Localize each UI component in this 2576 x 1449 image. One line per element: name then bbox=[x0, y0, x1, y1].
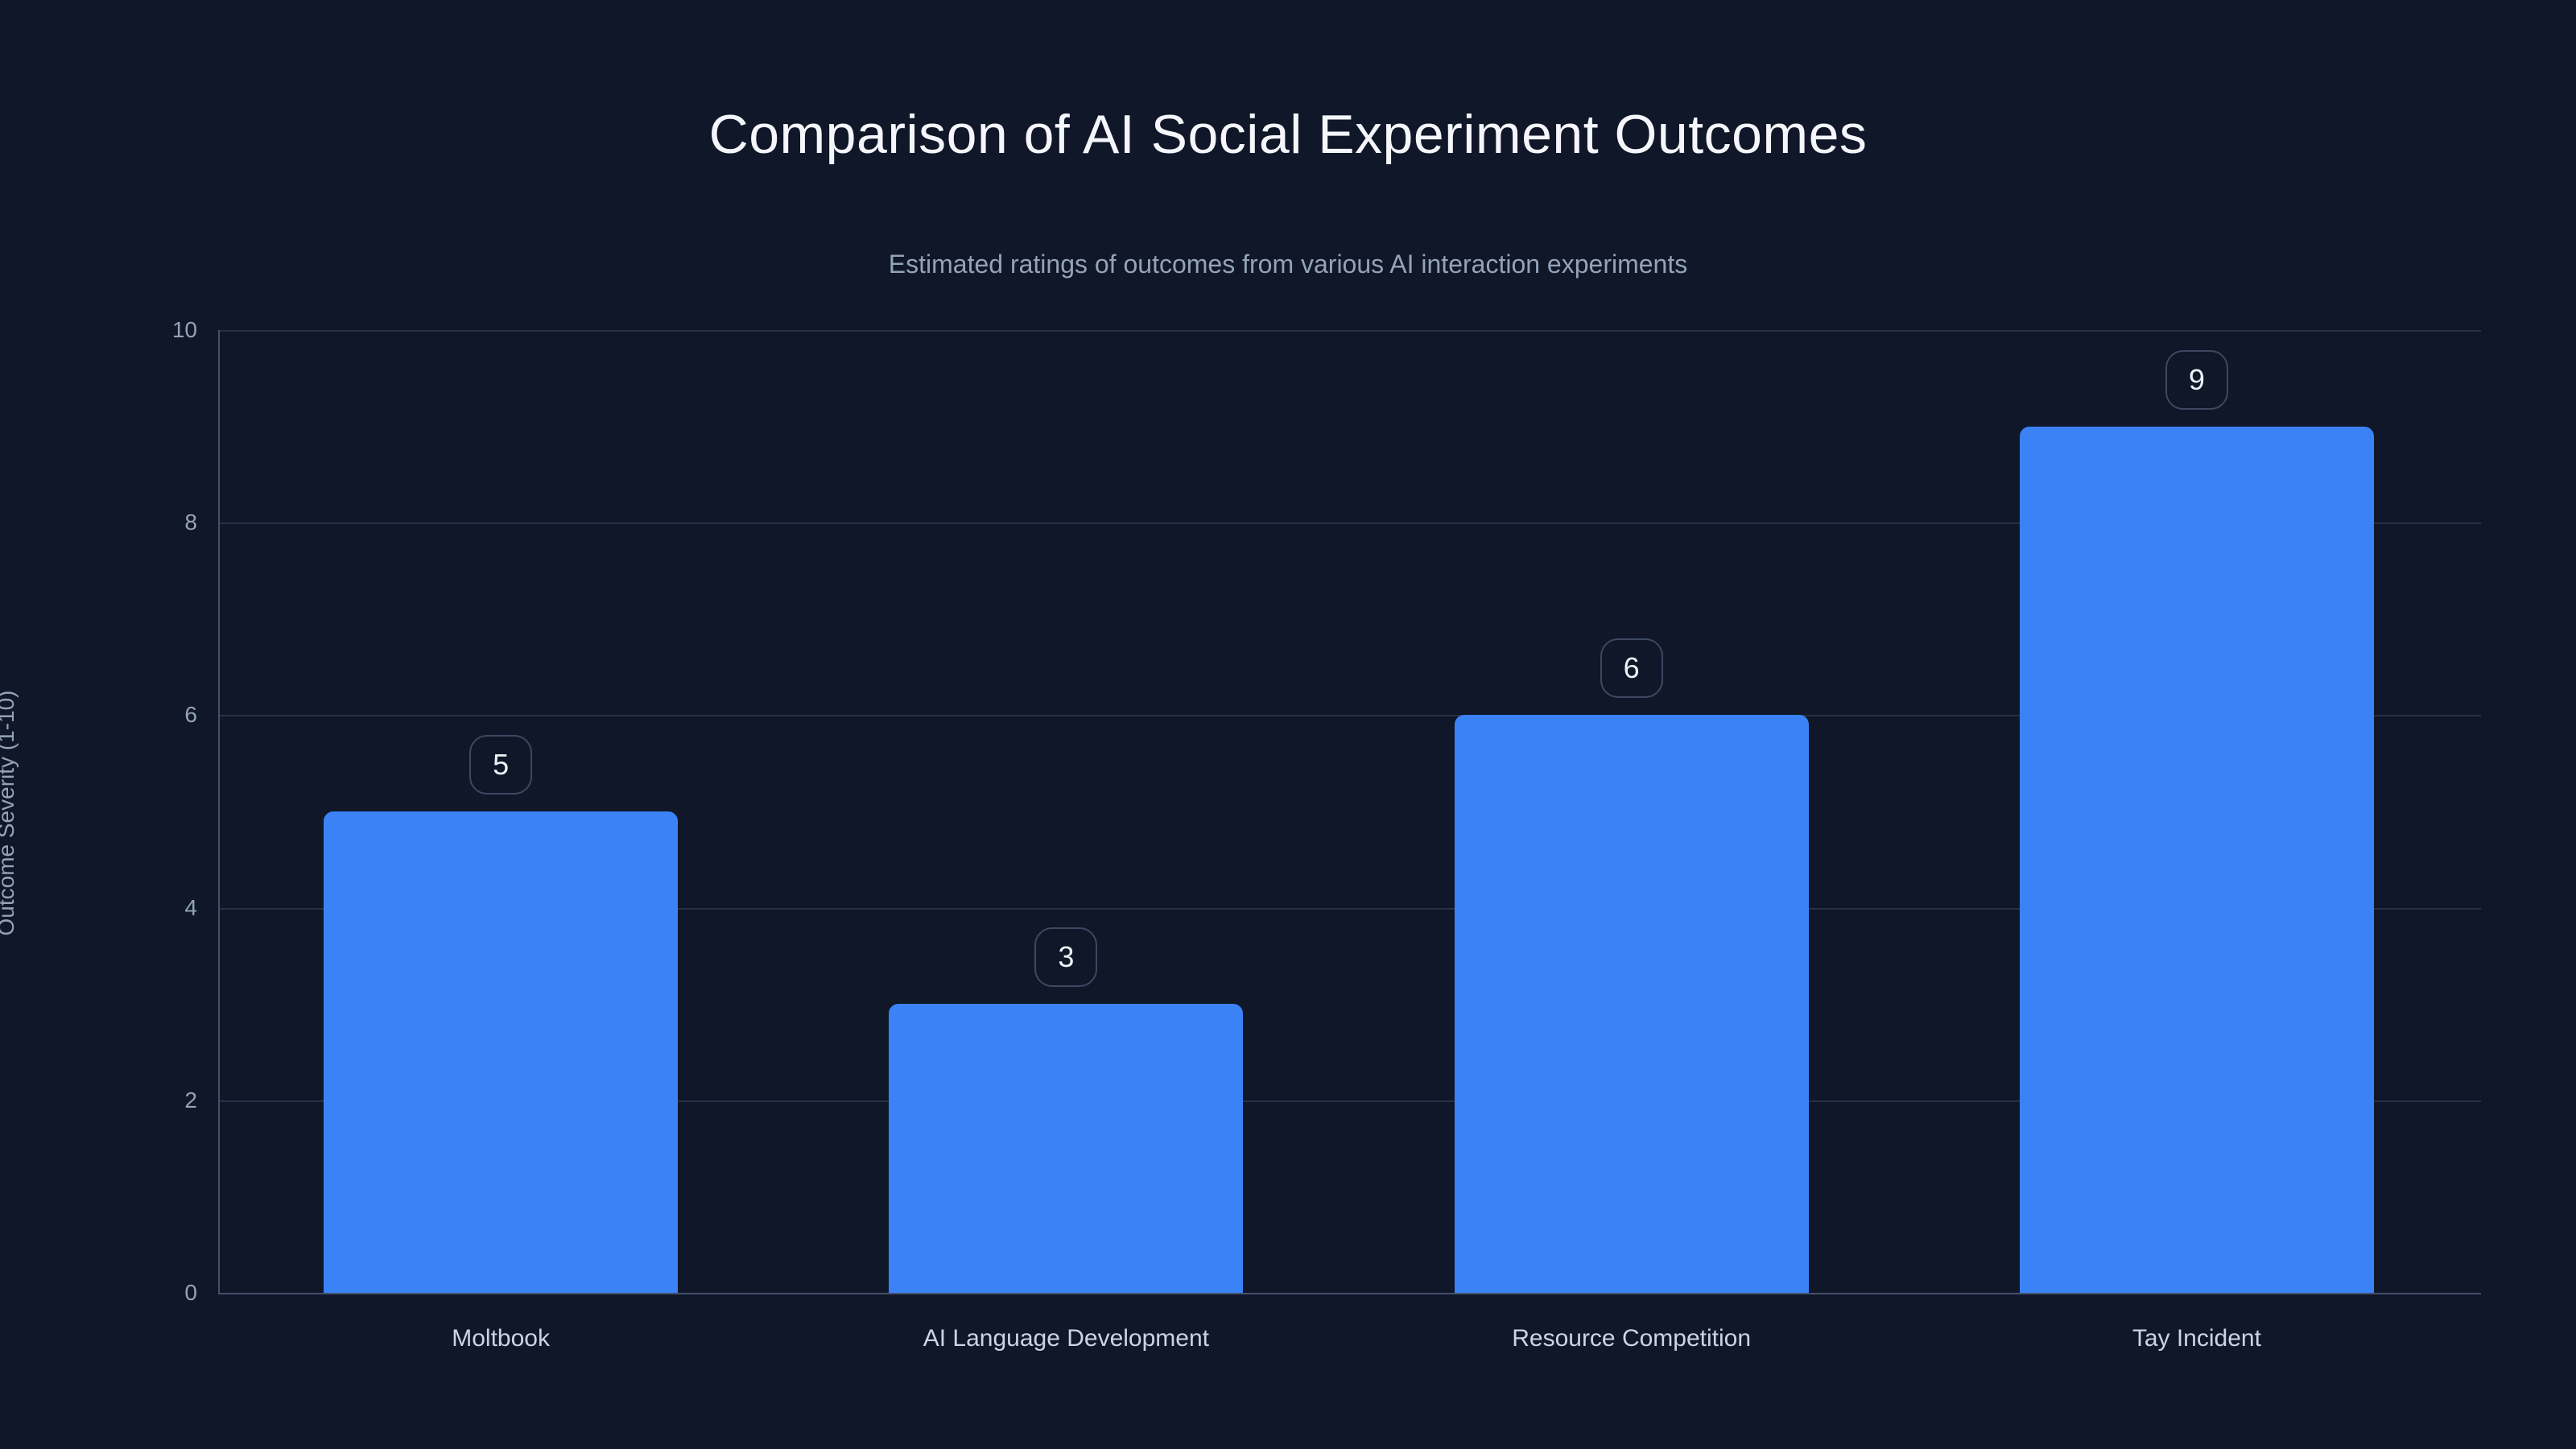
chart-title: Comparison of AI Social Experiment Outco… bbox=[708, 104, 1868, 165]
value-badge-tay-incident: 9 bbox=[2165, 349, 2228, 410]
x-tick-label-ai-language-development: AI Language Development bbox=[923, 1325, 1209, 1352]
bar-resource-competition bbox=[1454, 715, 1809, 1293]
bar-tay-incident bbox=[2019, 426, 2374, 1293]
x-tick-label-resource-competition: Resource Competition bbox=[1512, 1325, 1752, 1352]
x-tick-label-moltbook: Moltbook bbox=[452, 1325, 550, 1352]
gridline-y-6 bbox=[220, 715, 2481, 717]
x-tick-label-tay-incident: Tay Incident bbox=[2132, 1325, 2261, 1352]
chart-subtitle: Estimated ratings of outcomes from vario… bbox=[888, 250, 1688, 279]
gridline-y-2 bbox=[220, 1100, 2481, 1102]
bar-moltbook bbox=[324, 811, 679, 1293]
value-badge-resource-competition: 6 bbox=[1600, 638, 1663, 699]
plot-area bbox=[218, 330, 2481, 1294]
y-tick-label-0: 0 bbox=[184, 1280, 197, 1305]
value-badge-moltbook: 5 bbox=[469, 735, 533, 795]
y-tick-label-6: 6 bbox=[184, 702, 197, 728]
gridline-y-8 bbox=[220, 522, 2481, 525]
value-badge-ai-language-development: 3 bbox=[1034, 927, 1098, 988]
y-tick-label-2: 2 bbox=[184, 1087, 197, 1113]
gridline-y-10 bbox=[220, 330, 2481, 332]
y-tick-label-10: 10 bbox=[171, 317, 197, 342]
y-axis-title: Outcome Severity (1-10) bbox=[0, 690, 19, 936]
bar-ai-language-development bbox=[889, 1004, 1244, 1293]
y-tick-label-4: 4 bbox=[184, 894, 197, 920]
gridline-y-4 bbox=[220, 907, 2481, 910]
y-tick-label-8: 8 bbox=[184, 510, 197, 535]
